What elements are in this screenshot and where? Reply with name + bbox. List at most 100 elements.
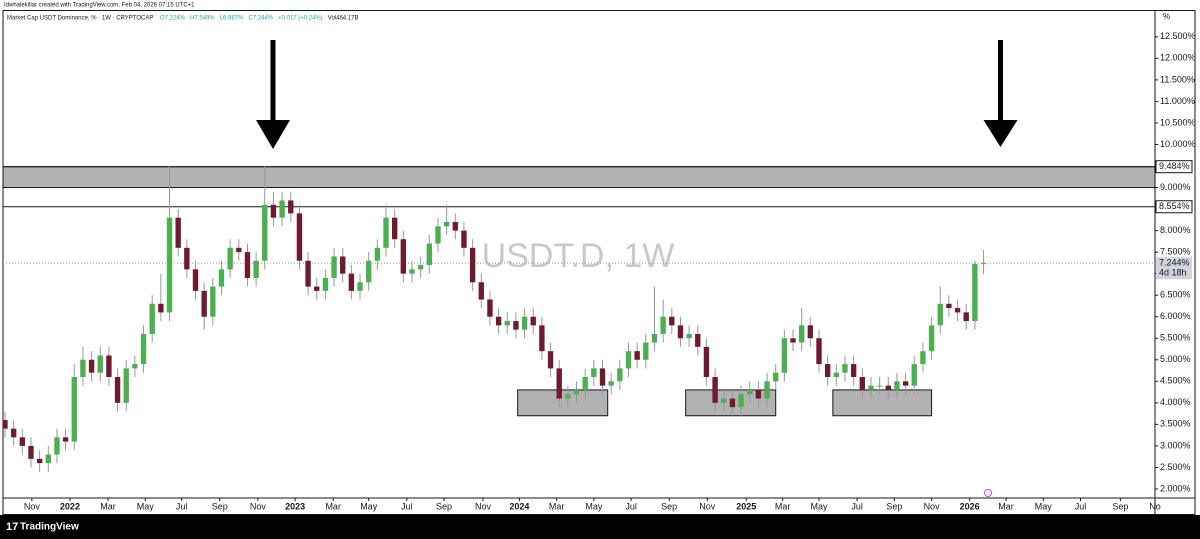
candle-body (331, 256, 337, 278)
x-tick-label: May (137, 501, 155, 511)
x-tick-label: May (810, 501, 828, 511)
candle-body (669, 316, 675, 326)
candle-body (452, 221, 458, 231)
x-tick-label: Sep (436, 501, 452, 511)
price-line-label-box (1155, 200, 1193, 214)
price-line-label-box (1155, 160, 1193, 174)
candle-body (62, 437, 69, 442)
candle-body (28, 445, 34, 459)
candle-body (798, 325, 805, 343)
candle-body (755, 389, 762, 399)
candle-body (478, 282, 484, 300)
candle-body (296, 213, 303, 261)
candle-body (435, 226, 441, 244)
candle-body (227, 247, 233, 270)
candle-body (400, 239, 407, 274)
x-tick-label: Jul (1075, 501, 1087, 511)
y-tick-label: 7.500% (1160, 247, 1191, 257)
candle-body (262, 204, 268, 261)
candle-body (807, 325, 814, 339)
x-tick-label: May (585, 501, 603, 511)
candle-body (643, 342, 649, 360)
support-zone (832, 389, 933, 417)
candle-body (608, 381, 614, 386)
series-title: Market Cap USDT Dominance, % · 1W · CRYP… (7, 16, 153, 22)
logo-mark: 17 (6, 521, 18, 533)
candle-body (747, 389, 753, 395)
candle-body (980, 263, 987, 265)
y-tick-label: 12.500% (1160, 31, 1196, 41)
frame (2, 10, 1196, 515)
arrow-annotation (256, 40, 1018, 149)
candle-body (469, 247, 476, 283)
y-tick-label: 10.500% (1160, 117, 1196, 127)
candle-body (45, 454, 51, 464)
brand: TradingView (20, 522, 79, 533)
y-tick-label: 3.500% (1160, 419, 1191, 429)
candle-body (876, 385, 883, 387)
candle-body (417, 265, 424, 270)
candle-body (504, 321, 510, 326)
candle-body (236, 247, 242, 253)
candle-body (71, 377, 77, 442)
price-line-label: 8.554% (1159, 201, 1190, 211)
candle-body (625, 351, 632, 369)
footer-bar (0, 515, 1200, 539)
candle-body (617, 368, 623, 382)
x-tick-label: 2024 (509, 501, 529, 511)
candle-body (97, 355, 103, 373)
candle-body (972, 264, 978, 322)
x-tick-label: Jul (401, 501, 413, 511)
candle-body (340, 256, 346, 274)
candle-body (175, 217, 181, 248)
x-tick-label: Sep (1112, 501, 1128, 511)
candle-body (253, 260, 259, 278)
legend-value: +0.017 (+0.24%) (278, 16, 323, 22)
legend-value: L6.987% (220, 16, 244, 22)
candle-body (114, 377, 121, 403)
candle-body (582, 377, 588, 390)
candle-body (270, 204, 277, 218)
candle-body (149, 303, 155, 334)
x-tick-label: Nov (924, 501, 941, 511)
candle-body (88, 359, 95, 373)
y-tick-label: 9.000% (1160, 182, 1191, 192)
candle-body (547, 351, 554, 369)
x-tick-label: Sep (886, 501, 902, 511)
x-tick-label: 2023 (285, 501, 305, 511)
y-tick-label: 11.000% (1160, 96, 1195, 106)
countdown: 4d 18h (1159, 268, 1187, 278)
candle-body (911, 364, 917, 386)
candle-body (937, 303, 943, 326)
candle-body (218, 269, 225, 287)
candle-body (80, 359, 86, 378)
candle-body (729, 398, 736, 408)
price-line-label: 9.484% (1159, 161, 1190, 171)
candle-body (573, 389, 580, 395)
legend-value: O7.224% (160, 16, 186, 22)
candle-body (591, 368, 597, 378)
candle-body (383, 217, 389, 248)
candle-body (244, 252, 251, 278)
x-tick-label: Mar (100, 501, 116, 511)
candle-body (833, 372, 840, 378)
x-tick-label: Sep (661, 501, 677, 511)
event-icon[interactable] (984, 489, 992, 497)
x-tick-label: Mar (775, 501, 791, 511)
candle-body (487, 299, 493, 317)
candle-body (859, 377, 865, 390)
y-tick-label: 12.000% (1160, 53, 1196, 63)
candle-body (184, 247, 190, 270)
axes: 2.000% 2.500% 3.000% 3.500% 4.000% 4.500% 5.00… (24, 31, 1196, 511)
candle-body (850, 364, 857, 378)
candle-body (391, 217, 398, 240)
candle-body (946, 303, 952, 309)
candle-body (201, 290, 207, 317)
candle-body (824, 364, 831, 378)
x-tick-label: 2022 (60, 501, 80, 511)
candle-body (816, 338, 822, 365)
y-tick-label: 6.000% (1160, 311, 1191, 321)
candle-body (36, 458, 43, 464)
candle-body (357, 282, 363, 291)
y-tick-label: 8.000% (1160, 225, 1191, 235)
